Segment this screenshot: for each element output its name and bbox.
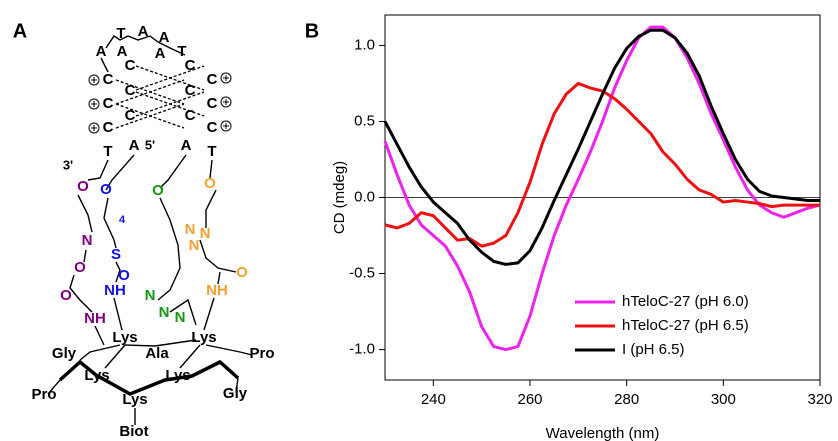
atom-label: A xyxy=(155,45,166,62)
atom-label: N xyxy=(189,237,200,254)
atom-label: NH xyxy=(84,310,106,327)
atom-label: S xyxy=(111,246,121,263)
y-tick-label: 0.5 xyxy=(354,112,375,129)
atom-label: C xyxy=(125,82,136,99)
panel-a: A A T A A A xyxy=(13,20,275,440)
data-line xyxy=(383,25,821,352)
atom-label: A xyxy=(181,137,192,154)
atom-label: C xyxy=(185,57,196,74)
atom-label: O xyxy=(100,181,112,198)
y-tick-label: 1.0 xyxy=(354,36,375,53)
atom-label: NH xyxy=(104,282,126,299)
x-axis-label: Wavelength (nm) xyxy=(546,425,660,441)
atom-label: T xyxy=(116,25,125,42)
atom-label: T xyxy=(177,43,186,60)
residue-label: Pro xyxy=(31,386,56,403)
atom-label: C xyxy=(103,95,114,112)
legend-label: hTeloC-27 (pH 6.5) xyxy=(622,317,749,334)
atom-label: N xyxy=(82,232,93,249)
atom-label: N xyxy=(185,221,196,238)
y-tick-label: -0.5 xyxy=(349,265,375,282)
data-line xyxy=(383,28,820,266)
residue-label: Lys xyxy=(112,329,137,346)
y-axis-label: CD (mdeg) xyxy=(331,161,348,234)
x-tick-label: 260 xyxy=(517,391,542,408)
atom-label: N xyxy=(200,225,211,242)
x-tick-label: 320 xyxy=(807,391,832,408)
residue-label: Pro xyxy=(249,345,274,362)
residue-label: Lys xyxy=(191,329,216,346)
atom-label: O xyxy=(236,264,248,281)
structure-labels: A T A A A A T C C C T C C C A C C C A C … xyxy=(31,23,274,440)
atom-label: T xyxy=(207,143,216,160)
atom-label: O xyxy=(118,267,130,284)
atom-label: 4 xyxy=(119,214,126,226)
panel-label: A xyxy=(13,20,27,42)
atom-label: A xyxy=(129,137,140,154)
atom-label: C xyxy=(207,95,218,112)
atom-label: O xyxy=(204,175,216,192)
atom-label: T xyxy=(103,143,112,160)
residue-label: Lys xyxy=(84,367,109,384)
atom-label: C xyxy=(125,107,136,124)
atom-label: O xyxy=(77,178,89,195)
atom-label: C xyxy=(125,57,136,74)
atom-label: C xyxy=(185,107,196,124)
residue-label: Lys xyxy=(122,391,147,408)
atom-label: N xyxy=(175,309,186,326)
residue-label: Gly xyxy=(52,345,77,362)
atom-label: C xyxy=(185,82,196,99)
legend-label: I (pH 6.5) xyxy=(622,341,685,358)
atom-label: C xyxy=(207,119,218,136)
x-tick-label: 240 xyxy=(421,391,446,408)
atom-label: NH xyxy=(206,282,228,299)
atom-label: N xyxy=(159,304,170,321)
residue-label: Lys xyxy=(165,367,190,384)
end-label: 3' xyxy=(63,157,73,172)
charges xyxy=(88,72,232,134)
residue-label: Biot xyxy=(119,423,148,440)
atom-label: C xyxy=(103,71,114,88)
end-label: 5' xyxy=(145,137,155,152)
bonds xyxy=(47,35,253,425)
panel-label: B xyxy=(305,20,319,42)
y-tick-label: 0.0 xyxy=(354,188,375,205)
x-tick-label: 300 xyxy=(711,391,736,408)
atom-label: O xyxy=(60,287,72,304)
atom-label: O xyxy=(74,259,86,276)
atom-label: N xyxy=(145,287,156,304)
residue-label: Ala xyxy=(145,345,169,362)
atom-label: C xyxy=(103,119,114,136)
atom-label: A xyxy=(117,43,128,60)
atom-label: A xyxy=(138,23,149,40)
legend-label: hTeloC-27 (pH 6.0) xyxy=(622,293,749,310)
atom-label: A xyxy=(96,43,107,60)
atom-label: O xyxy=(152,182,164,199)
panel-b: B -1.0 -0.5 0.0 0.5 1.0 240 260 280 300 320 Wavele… xyxy=(305,14,833,441)
y-tick-label: -1.0 xyxy=(349,341,375,358)
residue-label: Gly xyxy=(223,385,248,402)
x-tick-label: 280 xyxy=(614,391,639,408)
atom-label: C xyxy=(207,71,218,88)
data-line xyxy=(384,81,820,248)
atom-label: A xyxy=(159,29,170,46)
